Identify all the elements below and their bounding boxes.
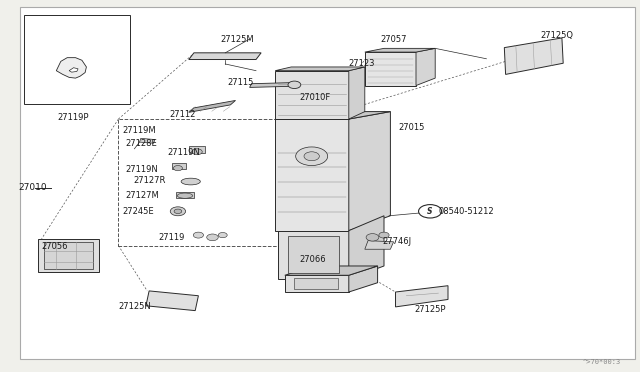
Text: 27119N: 27119N xyxy=(125,165,158,174)
Polygon shape xyxy=(365,241,394,249)
Circle shape xyxy=(173,166,182,171)
Polygon shape xyxy=(396,286,448,307)
Ellipse shape xyxy=(181,178,200,185)
Polygon shape xyxy=(275,67,365,71)
Text: 27015: 27015 xyxy=(398,123,424,132)
Circle shape xyxy=(192,149,202,155)
Circle shape xyxy=(193,232,204,238)
Text: 08540-51212: 08540-51212 xyxy=(438,207,494,216)
Polygon shape xyxy=(56,58,86,78)
Bar xyxy=(44,242,93,269)
Text: 27119M: 27119M xyxy=(123,126,157,135)
Bar xyxy=(189,146,205,153)
Bar xyxy=(24,15,130,104)
Circle shape xyxy=(288,81,301,89)
Text: 27123: 27123 xyxy=(349,59,375,68)
Bar xyxy=(288,236,339,273)
Polygon shape xyxy=(349,112,390,231)
Text: 27746J: 27746J xyxy=(383,237,412,246)
Polygon shape xyxy=(189,100,236,112)
Text: 27057: 27057 xyxy=(381,35,407,44)
Text: 27125Q: 27125Q xyxy=(541,31,574,40)
Polygon shape xyxy=(250,83,293,87)
Polygon shape xyxy=(140,138,155,143)
Bar xyxy=(118,119,317,246)
Text: 27010: 27010 xyxy=(18,183,47,192)
Text: 27056: 27056 xyxy=(42,242,68,251)
Circle shape xyxy=(218,232,227,238)
Text: 27115: 27115 xyxy=(227,78,253,87)
Polygon shape xyxy=(189,53,261,60)
Bar xyxy=(38,239,99,272)
Text: 27066: 27066 xyxy=(300,255,326,264)
Text: 27119: 27119 xyxy=(159,233,185,242)
Text: ^>70*00:3: ^>70*00:3 xyxy=(582,359,621,365)
Polygon shape xyxy=(285,266,378,275)
Circle shape xyxy=(379,232,389,238)
Text: 27127R: 27127R xyxy=(133,176,166,185)
Circle shape xyxy=(366,234,379,241)
Bar xyxy=(172,163,186,169)
Polygon shape xyxy=(285,275,349,292)
Text: 27010F: 27010F xyxy=(300,93,331,102)
Polygon shape xyxy=(349,266,378,292)
Text: 27119N: 27119N xyxy=(168,148,200,157)
Circle shape xyxy=(296,147,328,166)
Text: 27128E: 27128E xyxy=(125,139,157,148)
Polygon shape xyxy=(365,48,435,52)
Polygon shape xyxy=(278,231,349,279)
Polygon shape xyxy=(69,68,78,72)
Text: 27125M: 27125M xyxy=(221,35,255,44)
Text: 27125P: 27125P xyxy=(415,305,446,314)
Polygon shape xyxy=(504,38,563,74)
Polygon shape xyxy=(275,112,390,119)
Circle shape xyxy=(304,152,319,161)
Polygon shape xyxy=(349,67,365,119)
Circle shape xyxy=(174,209,182,214)
Text: 27112: 27112 xyxy=(170,110,196,119)
Circle shape xyxy=(207,234,218,241)
Text: 27245E: 27245E xyxy=(123,207,154,216)
Polygon shape xyxy=(416,48,435,86)
Circle shape xyxy=(419,205,442,218)
Bar xyxy=(294,278,338,289)
Polygon shape xyxy=(365,52,416,86)
Text: 27125N: 27125N xyxy=(118,302,151,311)
Circle shape xyxy=(170,207,186,216)
Text: 27127M: 27127M xyxy=(125,191,159,200)
Polygon shape xyxy=(275,119,349,231)
Polygon shape xyxy=(146,291,198,311)
Ellipse shape xyxy=(177,193,193,198)
Text: S: S xyxy=(428,207,433,216)
Bar xyxy=(176,192,194,198)
Text: 27119P: 27119P xyxy=(58,113,90,122)
Bar xyxy=(275,71,349,119)
Polygon shape xyxy=(349,216,384,279)
